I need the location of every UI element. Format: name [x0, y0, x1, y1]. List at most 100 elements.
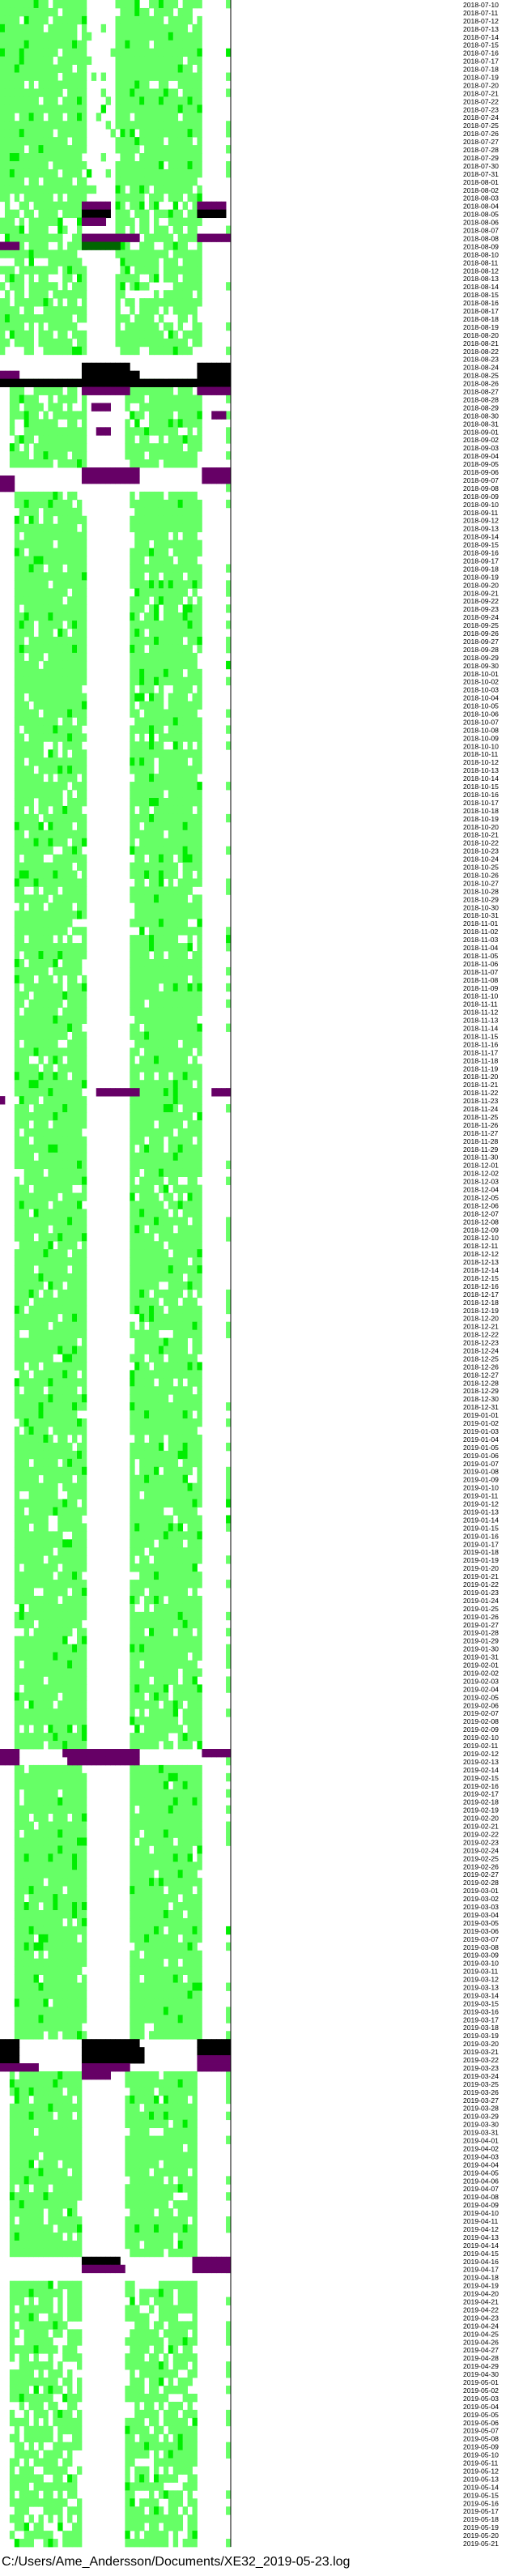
heatmap-cell	[149, 983, 155, 992]
heatmap-cell	[57, 1362, 63, 1371]
heatmap-cell	[77, 604, 83, 613]
heatmap-cell	[154, 725, 159, 734]
heatmap-cell	[163, 7, 169, 17]
heatmap-cell	[177, 975, 184, 984]
heatmap-cell	[48, 1450, 53, 1460]
heatmap-cell	[130, 805, 135, 815]
heatmap-cell	[62, 693, 68, 702]
heatmap-cell	[53, 685, 58, 694]
heatmap-cell	[134, 1201, 140, 1209]
heatmap-cell	[149, 725, 155, 734]
heatmap-cell	[38, 145, 44, 154]
heatmap-cell	[57, 1410, 63, 1419]
heatmap-cell	[23, 314, 30, 323]
heatmap-cell	[43, 1337, 49, 1346]
heatmap-cell	[134, 886, 140, 895]
heatmap-cell	[139, 209, 145, 219]
heatmap-cell	[33, 233, 39, 242]
heatmap-cell	[43, 943, 49, 952]
heatmap-cell	[130, 749, 135, 758]
heatmap-cell	[72, 1321, 78, 1331]
heatmap-cell	[57, 975, 63, 984]
heatmap-cell	[0, 322, 6, 331]
heatmap-cell	[187, 911, 193, 919]
heatmap-cell	[43, 1588, 49, 1597]
heatmap-cell	[38, 1233, 44, 1242]
heatmap-cell	[182, 40, 188, 49]
heatmap-cell	[177, 145, 184, 154]
heatmap-cell	[81, 878, 87, 887]
heatmap-cell	[139, 1056, 145, 1064]
heatmap-cell	[33, 1176, 39, 1185]
heatmap-cell	[177, 282, 184, 291]
heatmap-cell	[53, 1733, 58, 1742]
heatmap-cell	[192, 1096, 198, 1105]
heatmap-cell	[53, 322, 58, 331]
heatmap-cell	[120, 32, 125, 41]
heatmap-cell	[57, 233, 63, 242]
heatmap-cell	[57, 1241, 63, 1250]
heatmap-cell	[144, 491, 150, 501]
heatmap-cell	[168, 1047, 174, 1056]
heatmap-cell	[28, 1660, 34, 1669]
heatmap-cell	[23, 854, 30, 863]
heatmap-cell	[149, 1023, 155, 1032]
heatmap-cell	[48, 902, 53, 911]
heatmap-cell	[81, 298, 87, 307]
heatmap-cell	[144, 48, 150, 58]
heatmap-cell	[139, 774, 145, 783]
heatmap-cell	[28, 1427, 34, 1435]
heatmap-cell	[19, 1160, 25, 1170]
heatmap-cell	[23, 491, 30, 501]
heatmap-cell	[182, 266, 188, 275]
heatmap-cell	[177, 983, 184, 992]
heatmap-cell	[72, 241, 78, 250]
heatmap-cell	[144, 40, 150, 49]
heatmap-cell	[192, 1128, 198, 1137]
heatmap-cell	[23, 1474, 30, 1484]
heatmap-cell	[14, 1329, 20, 1338]
heatmap-cell	[187, 652, 193, 662]
heatmap-cell	[62, 572, 68, 581]
heatmap-cell	[139, 1176, 145, 1185]
heatmap-cell	[43, 201, 49, 211]
heatmap-cell	[197, 1184, 202, 1193]
heatmap-cell	[19, 878, 25, 887]
heatmap-cell	[125, 217, 130, 226]
heatmap-cell	[53, 1144, 58, 1154]
heatmap-cell	[77, 177, 83, 186]
heatmap-cell	[33, 1023, 39, 1032]
heatmap-cell	[14, 395, 20, 403]
heatmap-cell	[28, 298, 34, 307]
heatmap-cell	[187, 306, 193, 315]
heatmap-cell	[130, 104, 135, 113]
heatmap-cell	[19, 1241, 25, 1250]
heatmap-cell	[134, 991, 140, 1000]
heatmap-cell	[43, 805, 49, 815]
heatmap-cell	[81, 1676, 87, 1685]
heatmap-cell	[197, 676, 202, 686]
heatmap-cell	[130, 1144, 135, 1154]
heatmap-cell	[192, 1184, 198, 1193]
heatmap-cell	[187, 185, 193, 194]
heatmap-cell	[19, 1120, 25, 1129]
heatmap-cell	[67, 966, 73, 976]
heatmap-cell	[168, 451, 174, 460]
heatmap-cell	[72, 1249, 78, 1258]
heatmap-cell	[130, 201, 135, 211]
heatmap-cell	[149, 693, 155, 702]
heatmap-cell	[53, 1056, 58, 1064]
heatmap-cell	[33, 1064, 39, 1073]
heatmap-cell	[154, 637, 159, 646]
heatmap-cell	[23, 709, 30, 718]
heatmap-cell	[158, 951, 164, 960]
heatmap-cell	[67, 338, 73, 348]
heatmap-cell	[177, 1120, 184, 1129]
heatmap-cell	[154, 338, 159, 348]
heatmap-cell	[163, 145, 169, 154]
heatmap-cell	[53, 790, 58, 799]
heatmap-cell	[72, 1676, 78, 1685]
heatmap-cell	[144, 782, 150, 791]
heatmap-cell	[38, 1515, 44, 1524]
heatmap-cell	[144, 386, 150, 395]
